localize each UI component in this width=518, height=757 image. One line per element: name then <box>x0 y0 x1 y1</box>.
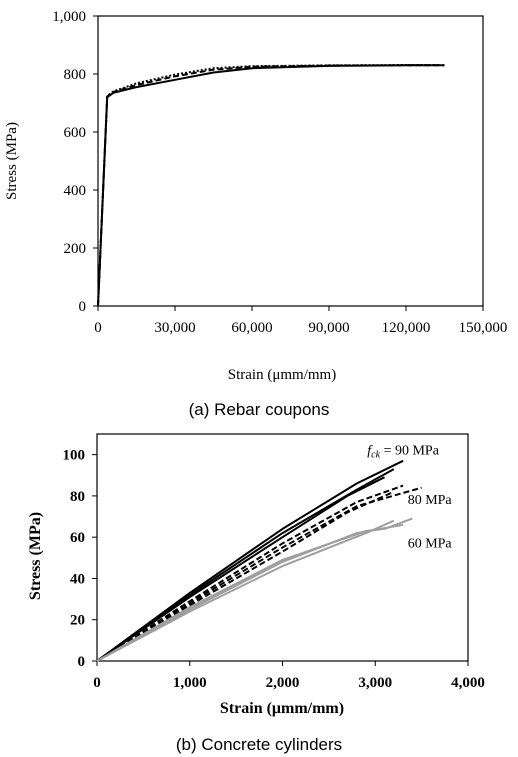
y-tick-label: 400 <box>64 183 87 199</box>
chart-rebar-coupons: 0 30,000 60,000 90,000 120,000 150,000 0 200 400… <box>4 9 507 419</box>
y-tick-label: 200 <box>64 241 87 257</box>
plot-frame-a <box>97 15 484 307</box>
x-axis-label-b: Strain (μmm/mm) <box>220 700 344 717</box>
y-axis-label-b: Stress (MPa) <box>27 512 44 600</box>
annotation-90-sub: ck <box>371 450 380 461</box>
y-axis-label-a: Stress (MPa) <box>4 122 20 200</box>
caption-a: (a) Rebar coupons <box>189 400 330 419</box>
x-tick-label: 0 <box>94 320 102 336</box>
series-line <box>96 476 385 662</box>
y-tick-label: 1,000 <box>52 9 86 25</box>
series-group-b <box>96 459 422 662</box>
series-line <box>96 468 395 662</box>
y-tick-label: 800 <box>64 67 87 83</box>
series-line <box>96 490 395 662</box>
caption-b: (b) Concrete cylinders <box>176 735 342 754</box>
series-line <box>96 517 413 662</box>
y-tick-label: 600 <box>64 125 87 141</box>
annotation-80-mpa: 80 MPa <box>408 493 453 508</box>
series-line <box>96 459 404 662</box>
series-line <box>96 519 395 662</box>
axis-ticks-b: 0 1,000 2,000 3,000 4,000 0 20 40 60 80 100 <box>63 448 485 691</box>
x-tick-label: 60,000 <box>231 320 272 336</box>
x-tick-label: 150,000 <box>459 320 508 336</box>
y-tick-label: 60 <box>70 530 85 546</box>
series-line <box>96 484 404 662</box>
y-tick-label: 100 <box>63 448 86 464</box>
y-tick-label: 80 <box>70 489 85 505</box>
x-tick-label: 3,000 <box>358 675 392 691</box>
x-tick-label: 0 <box>93 675 101 691</box>
x-tick-label: 4,000 <box>451 675 485 691</box>
axis-ticks-a: 0 30,000 60,000 90,000 120,000 150,000 0 200 400… <box>52 9 507 336</box>
series-line <box>97 64 445 307</box>
y-tick-label: 0 <box>79 299 87 315</box>
series-line <box>96 523 404 662</box>
annotation-60-mpa: 60 MPa <box>408 537 453 552</box>
chart-concrete-cylinders: 0 1,000 2,000 3,000 4,000 0 20 40 60 80 100 fck = … <box>27 433 485 754</box>
y-tick-label: 20 <box>70 613 85 629</box>
x-tick-label: 2,000 <box>266 675 300 691</box>
annotation-90-f: f <box>367 444 373 459</box>
x-tick-label: 120,000 <box>382 320 431 336</box>
annotation-90-mpa: fck = 90 MPa <box>367 444 439 461</box>
annotation-90-rest: = 90 MPa <box>380 444 440 459</box>
series-line <box>97 64 440 307</box>
x-tick-label: 90,000 <box>308 320 349 336</box>
x-tick-label: 1,000 <box>173 675 207 691</box>
series-line <box>97 64 445 307</box>
x-axis-label-a: Strain (μmm/mm) <box>228 367 336 383</box>
x-tick-label: 30,000 <box>154 320 195 336</box>
y-tick-label: 0 <box>78 654 86 670</box>
series-line <box>96 486 422 662</box>
y-tick-label: 40 <box>70 571 85 587</box>
series-group-a <box>97 64 445 307</box>
